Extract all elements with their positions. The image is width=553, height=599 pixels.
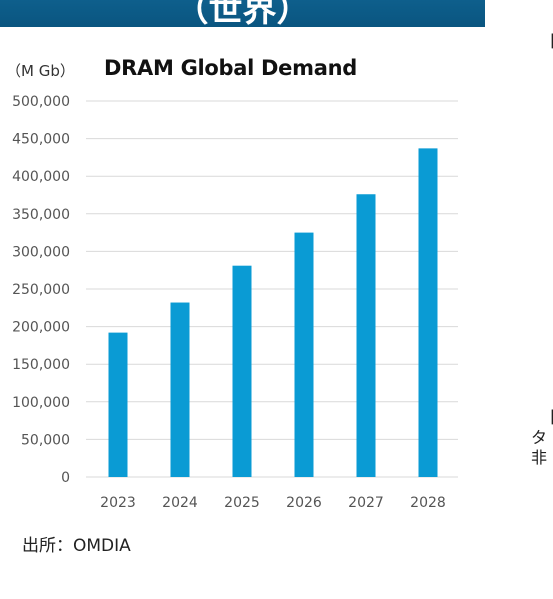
bar-2025: [232, 265, 252, 477]
bar-2023: [108, 332, 128, 477]
bar-layer: [108, 148, 438, 478]
chart-title: DRAM Global Demand: [104, 56, 357, 80]
x-tick-label: 2024: [162, 495, 198, 511]
side-fragment-4: 非: [531, 448, 548, 467]
bar-chart: 0 50,000 100,000 150,000 200,000 250,000 300,0…: [12, 94, 458, 511]
bar-2024: [170, 302, 190, 477]
header-title: （世界）: [174, 0, 311, 27]
header-banner: （世界）: [0, 0, 485, 27]
x-tick-label: 2023: [100, 495, 136, 511]
y-tick-label: 50,000: [21, 432, 70, 448]
y-tick-label: 500,000: [12, 94, 70, 110]
bar-2028: [418, 148, 438, 477]
y-tick-label: 350,000: [12, 207, 70, 223]
y-tick-label: 0: [61, 470, 70, 486]
y-tick-label: 450,000: [12, 132, 70, 148]
y-tick-label: 250,000: [12, 282, 70, 298]
bar-2026: [294, 232, 314, 477]
y-tick-label: 400,000: [12, 169, 70, 185]
source-label: 出所：OMDIA: [22, 536, 131, 556]
x-tick-label: 2026: [286, 495, 322, 511]
y-tick-label: 200,000: [12, 320, 70, 336]
x-tick-label: 2027: [348, 495, 384, 511]
y-axis-tick-labels: 0 50,000 100,000 150,000 200,000 250,000 300,0…: [12, 94, 70, 486]
y-tick-label: 150,000: [12, 357, 70, 373]
bar-2027: [356, 194, 376, 478]
x-tick-label: 2028: [410, 495, 446, 511]
grid-layer: [86, 100, 458, 478]
side-fragment-1: 【: [541, 28, 553, 52]
chart-unit-label: （M Gb）: [6, 62, 75, 80]
x-tick-label: 2025: [224, 495, 260, 511]
x-axis-tick-labels: 2023 2024 2025 2026 2027 2028: [100, 495, 446, 511]
side-fragment-2: 【: [541, 404, 553, 428]
y-tick-label: 100,000: [12, 395, 70, 411]
y-tick-label: 300,000: [12, 244, 70, 260]
side-fragment-3: タ: [531, 428, 548, 447]
